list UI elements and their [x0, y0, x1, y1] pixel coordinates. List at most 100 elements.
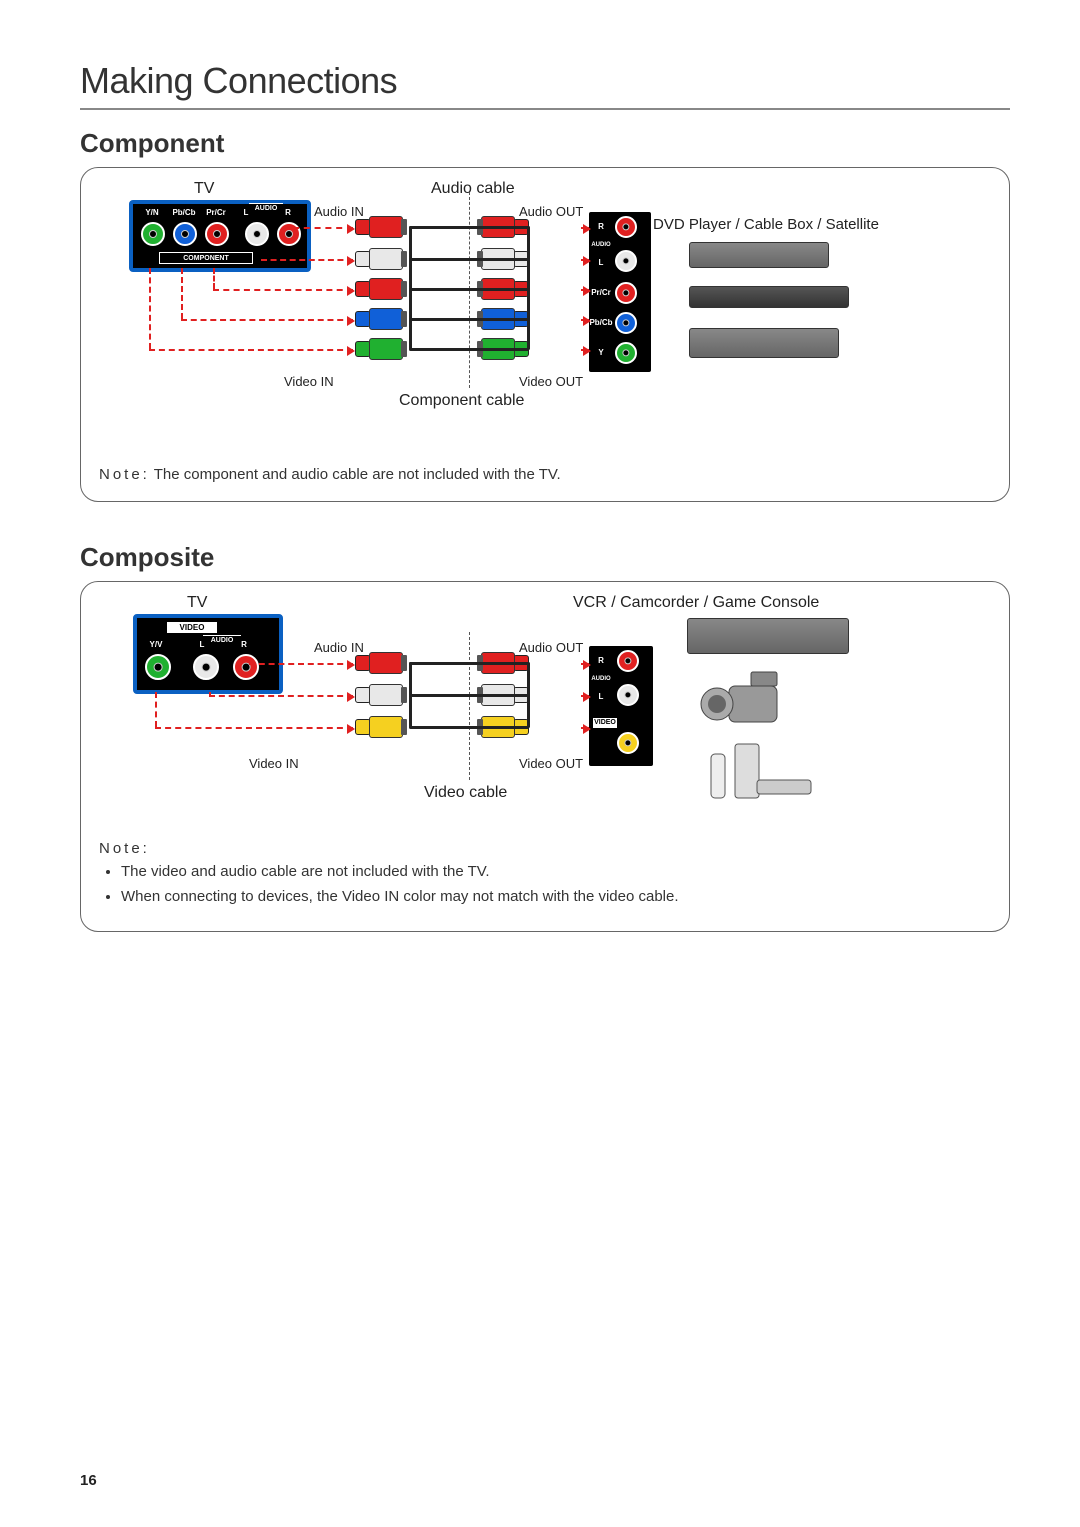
camcorder-device-icon [699, 668, 789, 738]
composite-panel: TV Audio IN Audio OUT Video IN Video OUT… [80, 581, 1010, 932]
video-out-label: Video OUT [519, 756, 583, 771]
composite-note-label: Note: [99, 840, 991, 857]
src-r: R [593, 222, 609, 231]
tv-jack-r [233, 654, 259, 680]
dash-arrow [249, 663, 353, 665]
page-title: Making Connections [80, 60, 1010, 110]
composite-diagram: TV Audio IN Audio OUT Video IN Video OUT… [99, 596, 991, 826]
component-heading: Component [80, 128, 1010, 159]
tv-port-prcr: Pr/Cr [201, 208, 231, 217]
src-prcr: Pr/Cr [589, 288, 613, 297]
tv-jack-y [141, 222, 165, 246]
cable-seg [527, 662, 530, 728]
src-jack-l [615, 250, 637, 272]
src-l: L [593, 692, 609, 701]
tv-port-yv: Y/V [143, 640, 169, 649]
note-bullet: When connecting to devices, the Video IN… [121, 888, 991, 905]
src-jack-video [617, 732, 639, 754]
dash-arrow [581, 227, 589, 229]
dash-arrow [209, 695, 353, 697]
dash-arrow [581, 289, 589, 291]
audio-out-label: Audio OUT [519, 640, 583, 655]
dash-arrow [261, 259, 353, 261]
cable-seg [409, 726, 529, 729]
tv-port-r: R [237, 640, 251, 649]
tv-jack-pb [173, 222, 197, 246]
audio-out-label: Audio OUT [519, 204, 583, 219]
video-in-label: Video IN [284, 374, 334, 389]
src-l: L [593, 258, 609, 267]
video-cable-label: Video cable [424, 784, 507, 802]
cable-seg [409, 662, 529, 665]
cable-seg [409, 258, 529, 261]
audio-in-label: Audio IN [314, 640, 364, 655]
note-label: Note: [99, 466, 150, 483]
source-title: VCR / Camcorder / Game Console [573, 594, 819, 612]
note-bullet: The video and audio cable are not includ… [121, 863, 991, 880]
tv-connector-panel: Y/N Pb/Cb Pr/Cr L AUDIO R COMPONENT [129, 200, 311, 272]
page-number: 16 [80, 1472, 97, 1489]
dash-arrow [581, 259, 589, 261]
src-audio: AUDIO [591, 676, 611, 682]
dash-line [213, 268, 215, 289]
source-title: DVD Player / Cable Box / Satellite [653, 216, 879, 233]
tv-jack-pr [205, 222, 229, 246]
dash-arrow [155, 727, 353, 729]
cablebox-device-icon [689, 286, 849, 308]
cable-seg [409, 694, 529, 697]
component-panel: TV Audio cable Audio IN Audio OUT Video … [80, 167, 1010, 502]
audio-cable-label: Audio cable [431, 180, 515, 198]
cable-seg [409, 226, 412, 350]
video-bar: VIDEO [167, 622, 217, 633]
video-in-label: Video IN [249, 756, 299, 771]
composite-note-bullets: The video and audio cable are not includ… [99, 863, 991, 905]
dash-line [149, 268, 151, 349]
dash-arrow [581, 695, 589, 697]
src-jack-pr [615, 282, 637, 304]
dash-arrow [581, 319, 589, 321]
satellite-device-icon [689, 328, 839, 358]
center-divider [469, 632, 470, 780]
dash-arrow [293, 227, 353, 229]
note-label: Note: [99, 840, 150, 857]
src-jack-l [617, 684, 639, 706]
tv-label: TV [187, 594, 207, 612]
dash-line [181, 268, 183, 319]
src-jack-y [615, 342, 637, 364]
dash-arrow [581, 349, 589, 351]
tv-port-audio: AUDIO [249, 203, 283, 212]
video-out-label: Video OUT [519, 374, 583, 389]
note-body: The component and audio cable are not in… [150, 466, 561, 483]
cable-seg [409, 226, 529, 229]
vcr-device-icon [687, 618, 849, 654]
src-audio: AUDIO [591, 242, 611, 248]
tv-connector-panel: VIDEO Y/V L AUDIO R [133, 614, 283, 694]
tv-port-audio: AUDIO [203, 635, 241, 644]
src-r: R [593, 656, 609, 665]
dash-arrow [149, 349, 353, 351]
tv-jack-l [193, 654, 219, 680]
component-diagram: TV Audio cable Audio IN Audio OUT Video … [99, 182, 991, 452]
src-y: Y [593, 348, 609, 357]
component-note: Note: The component and audio cable are … [99, 466, 991, 483]
tv-port-yn: Y/N [139, 208, 165, 217]
composite-heading: Composite [80, 542, 1010, 573]
component-bar: COMPONENT [159, 252, 253, 264]
source-connector-panel: R AUDIO L Pr/Cr Pb/Cb Y [589, 212, 651, 372]
tv-port-pbcb: Pb/Cb [169, 208, 199, 217]
dash-arrow [213, 289, 353, 291]
game-console-device-icon [705, 736, 825, 806]
src-jack-r [617, 650, 639, 672]
src-jack-pb [615, 312, 637, 334]
dash-arrow [181, 319, 353, 321]
tv-port-r: R [281, 208, 295, 217]
dvd-device-icon [689, 242, 829, 268]
cable-seg [409, 318, 529, 321]
dash-arrow [581, 727, 589, 729]
source-connector-panel: R AUDIO L VIDEO [589, 646, 653, 766]
src-pbcb: Pb/Cb [589, 318, 613, 327]
cable-seg [409, 348, 529, 351]
tv-jack-ar [277, 222, 301, 246]
tv-label: TV [194, 180, 214, 198]
audio-in-label: Audio IN [314, 204, 364, 219]
